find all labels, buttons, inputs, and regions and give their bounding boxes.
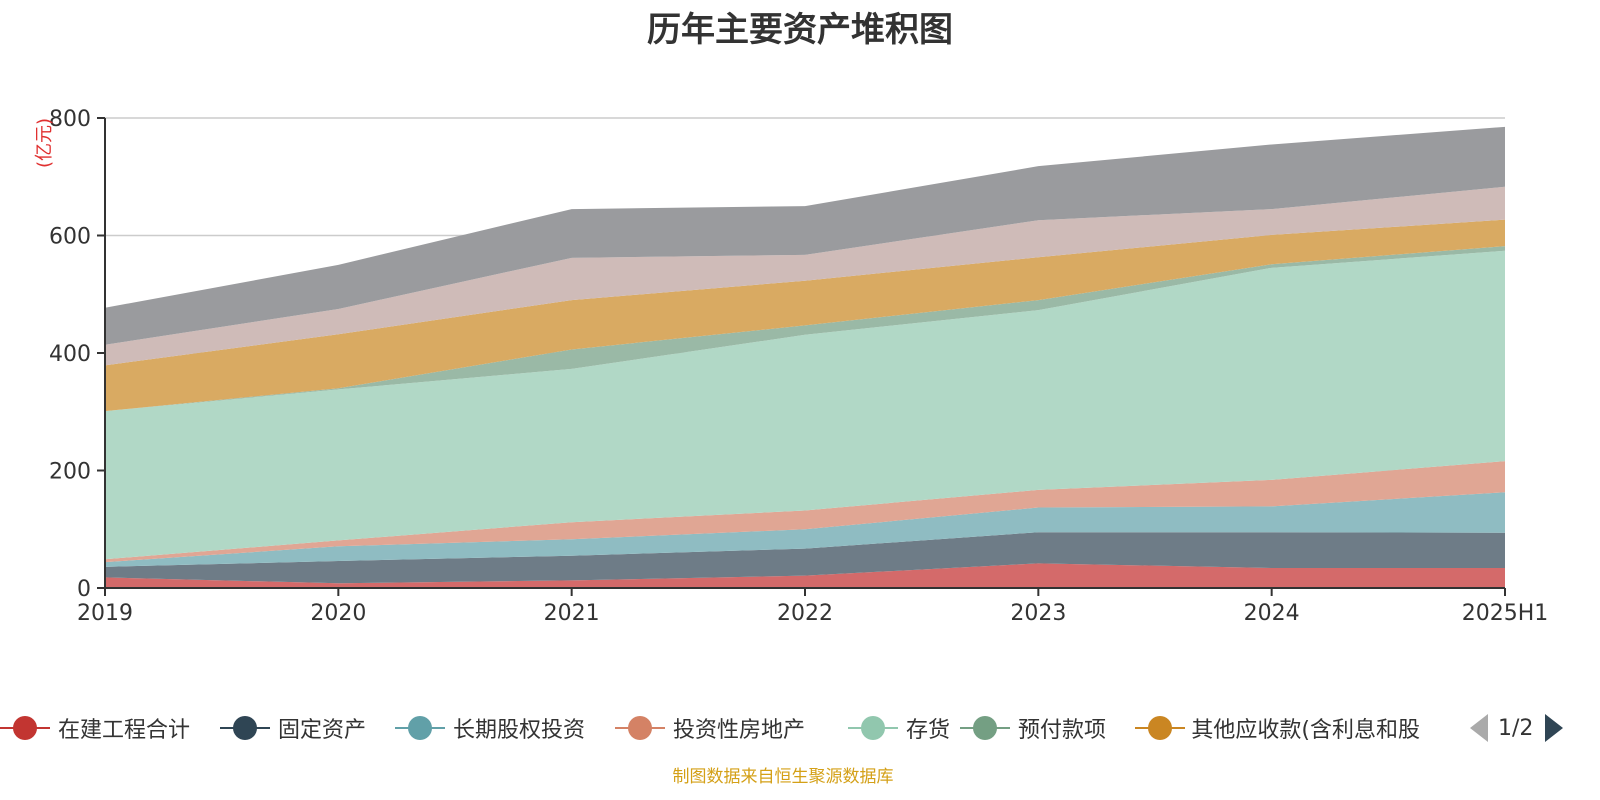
legend-marker-icon: [395, 715, 445, 741]
chart-title: 历年主要资产堆积图: [647, 10, 953, 50]
legend-marker-icon: [0, 715, 50, 741]
area-series-7[interactable]: [105, 219, 1505, 412]
legend-item[interactable]: 存货: [848, 708, 950, 748]
data-source-note: 制图数据来自恒生聚源数据库: [672, 767, 894, 787]
legend-item[interactable]: 投资性房地产: [615, 708, 805, 748]
y-tick-label: 600: [49, 225, 91, 250]
x-tick-label: 2021: [544, 601, 600, 626]
legend-item[interactable]: 预付款项: [960, 708, 1106, 748]
x-tick-label: 2023: [1010, 601, 1066, 626]
x-tick-label: 2022: [777, 601, 833, 626]
next-page-icon[interactable]: [1545, 714, 1564, 742]
area-series-5[interactable]: [105, 250, 1505, 560]
previous-page-icon[interactable]: [1470, 714, 1488, 742]
legend-item[interactable]: 其他应收款(含利息和股: [1135, 708, 1420, 748]
y-tick-label: 0: [77, 577, 91, 602]
stacked-area-chart: 0 200 400 600 800 2019 2020 2021 2022 2023 2024 202…: [34, 107, 1548, 626]
x-tick-label: 2019: [77, 601, 133, 626]
area-series: [105, 126, 1505, 588]
legend-item[interactable]: 固定资产: [220, 708, 366, 748]
area-series-3[interactable]: [105, 492, 1505, 567]
area-series-2[interactable]: [105, 532, 1505, 584]
area-series-9[interactable]: [105, 126, 1505, 345]
legend-page-indicator: 1/2: [1498, 715, 1534, 741]
y-axis-unit-label: (亿元): [34, 118, 55, 168]
x-tick-label: 2025H1: [1462, 601, 1549, 626]
legend-label: 长期股权投资: [453, 718, 586, 743]
x-tick-label: 2020: [310, 601, 366, 626]
legend-item[interactable]: 在建工程合计: [0, 708, 190, 748]
legend-item[interactable]: 长期股权投资: [395, 708, 585, 748]
x-tick-label: 2024: [1244, 601, 1300, 626]
legend-marker-icon: [220, 715, 270, 741]
legend-label: 投资性房地产: [673, 718, 806, 743]
y-tick-label: 400: [49, 342, 91, 367]
legend: 在建工程合计 固定资产 长期股权投资 投资性房地产 存货 预付款项 其他应收款(含利息和股: [0, 708, 1600, 748]
axes: [97, 117, 1506, 596]
legend-label: 在建工程合计: [58, 718, 191, 743]
legend-label: 预付款项: [1018, 718, 1107, 743]
legend-marker-icon: [1135, 715, 1185, 741]
tick-labels: 0 200 400 600 800 2019 2020 2021 2022 2023 2024 202…: [49, 107, 1548, 626]
legend-label: 固定资产: [278, 718, 367, 743]
legend-marker-icon: [848, 715, 898, 741]
area-series-8[interactable]: [105, 186, 1505, 366]
legend-label: 其他应收款(含利息和股: [1191, 718, 1420, 743]
area-series-6[interactable]: [105, 246, 1505, 412]
y-tick-label: 200: [49, 460, 91, 485]
legend-label: 存货: [906, 718, 951, 743]
legend-marker-icon: [615, 715, 665, 741]
legend-pager: 1/2: [1470, 708, 1600, 748]
y-tick-label: 800: [49, 107, 91, 132]
area-series-4[interactable]: [105, 461, 1505, 563]
legend-marker-icon: [960, 715, 1010, 741]
